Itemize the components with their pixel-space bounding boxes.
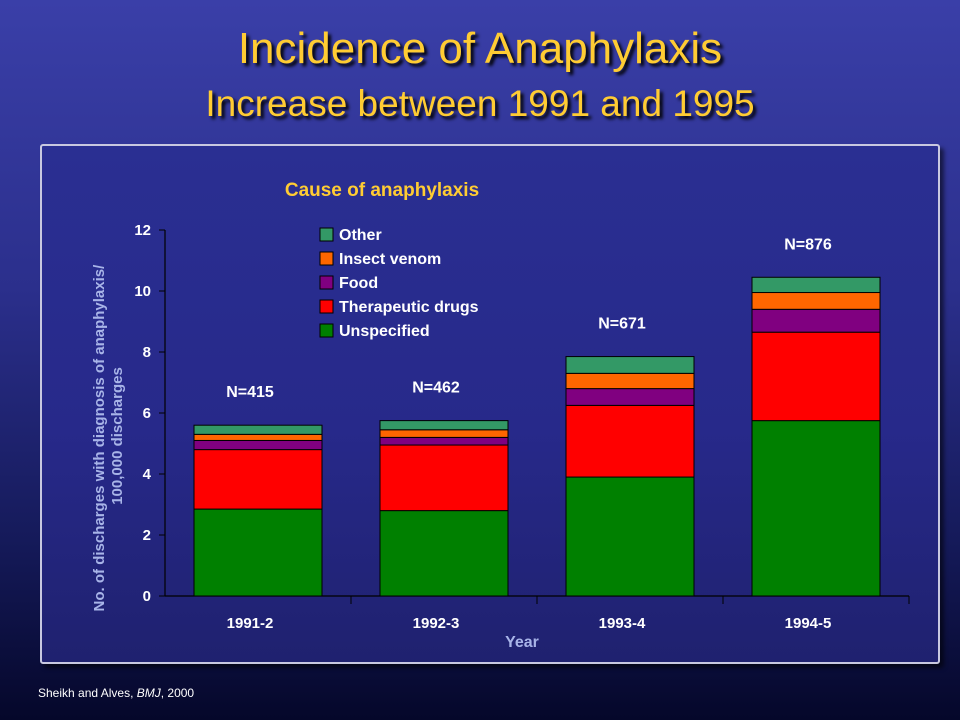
legend-swatch bbox=[319, 275, 334, 290]
x-tick-label: 1991-2 bbox=[227, 615, 274, 632]
legend-label: Therapeutic drugs bbox=[339, 299, 479, 316]
chart-panel: Cause of anaphylaxis No. of discharges w… bbox=[40, 144, 940, 664]
bar-segment bbox=[379, 510, 509, 597]
bar-segment bbox=[751, 276, 881, 294]
legend: Other Insect venom Food Therapeutic drugs Un… bbox=[319, 227, 479, 340]
legend-label: Other bbox=[339, 227, 382, 244]
bar-segment bbox=[193, 449, 323, 510]
bar-segment bbox=[565, 372, 695, 390]
legend-label: Unspecified bbox=[339, 323, 430, 340]
bar-segment bbox=[565, 476, 695, 597]
y-tick-label: 8 bbox=[143, 344, 151, 361]
x-tick-label: 1994-5 bbox=[785, 615, 832, 632]
bar-segment bbox=[193, 433, 323, 441]
bar-segment bbox=[193, 508, 323, 597]
bar-segment bbox=[565, 388, 695, 406]
slide-title: Incidence of Anaphylaxis bbox=[237, 24, 723, 73]
bar-segment bbox=[379, 429, 509, 438]
stacked-bar-chart: Cause of anaphylaxis No. of discharges w… bbox=[91, 180, 910, 651]
legend-label: Food bbox=[339, 275, 378, 292]
y-axis-label: No. of discharges with diagnosis of anap… bbox=[91, 261, 126, 612]
x-tick-label: 1993-4 bbox=[599, 615, 646, 632]
source-authors: Sheikh and Alves, bbox=[38, 686, 137, 700]
bar-segment bbox=[751, 308, 881, 333]
y-axis-label-line-1: No. of discharges with diagnosis of anap… bbox=[91, 264, 108, 612]
bar-n-label: N=462 bbox=[412, 380, 460, 397]
chart-title: Cause of anaphylaxis bbox=[285, 180, 479, 201]
source-journal: BMJ bbox=[136, 686, 161, 700]
bar-segment bbox=[379, 420, 509, 431]
bar-n-label: N=876 bbox=[784, 236, 832, 253]
y-tick-label: 6 bbox=[143, 405, 151, 422]
bar-segment bbox=[193, 439, 323, 451]
bar-segment bbox=[751, 292, 881, 310]
plot-area: 0 2 4 6 8 10 12 N=415 1991-2 N=462 1992-3 N=671 1993… bbox=[134, 222, 910, 632]
bar-n-label: N=671 bbox=[598, 316, 646, 333]
y-axis-label-line-2: 100,000 discharges bbox=[109, 367, 126, 505]
source-year: , 2000 bbox=[160, 686, 195, 700]
bar-n-label: N=415 bbox=[226, 384, 274, 401]
legend-swatch bbox=[319, 251, 334, 266]
bar-segment bbox=[751, 331, 881, 422]
legend-swatch bbox=[319, 299, 334, 314]
bar-segment bbox=[379, 436, 509, 446]
bar-segment bbox=[565, 404, 695, 478]
bar-segment bbox=[565, 356, 695, 374]
x-tick-label: 1992-3 bbox=[413, 615, 460, 632]
x-axis-label: Year bbox=[505, 634, 539, 651]
bar-segment bbox=[193, 424, 323, 435]
slide-subtitle: Increase between 1991 and 1995 bbox=[205, 83, 755, 124]
y-tick-label: 4 bbox=[143, 466, 152, 483]
y-tick-label: 2 bbox=[143, 527, 151, 544]
y-tick-label: 0 bbox=[143, 588, 151, 605]
legend-swatch bbox=[319, 227, 334, 242]
bar-segment bbox=[751, 420, 881, 597]
bar-segment bbox=[379, 444, 509, 512]
source-citation: Sheikh and Alves, BMJ, 2000 bbox=[38, 686, 194, 700]
legend-swatch bbox=[319, 323, 334, 338]
y-tick-label: 10 bbox=[134, 283, 151, 300]
y-tick-label: 12 bbox=[134, 222, 151, 239]
legend-label: Insect venom bbox=[339, 251, 441, 268]
